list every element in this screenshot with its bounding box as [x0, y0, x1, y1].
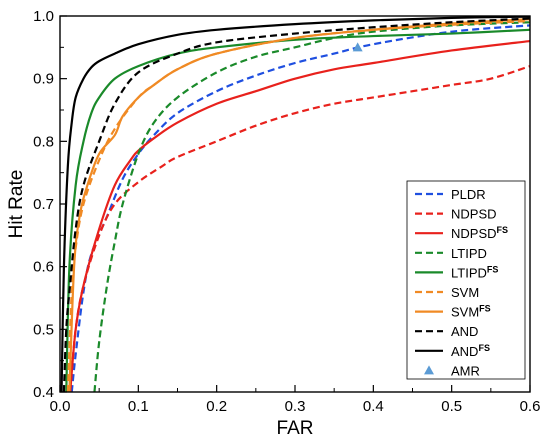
- axis-ticks: [59, 15, 531, 393]
- legend-label-base: AND: [451, 344, 478, 359]
- series-line-and: [62, 17, 530, 392]
- series-line-ndpsd-fs: [69, 39, 530, 392]
- legend-label-base: AND: [451, 324, 478, 339]
- legend-entry: NDPSD: [415, 207, 497, 222]
- legend-label: SVM: [451, 285, 479, 300]
- legend-label-sup: FS: [497, 225, 509, 235]
- legend-label: PLDR: [451, 187, 486, 202]
- legend-label-sup: FS: [487, 264, 499, 274]
- y-tick-label: 0.6: [33, 259, 54, 276]
- plot-lines: [60, 16, 530, 392]
- y-tick-label: 0.9: [33, 71, 54, 88]
- legend-label-base: NDPSD: [451, 226, 497, 241]
- legend-entry: NDPSDFS: [415, 225, 508, 241]
- y-tick-label: 1.0: [33, 8, 54, 25]
- x-tick-label: 0.5: [441, 398, 462, 415]
- legend-label-sup: FS: [478, 343, 490, 353]
- x-tick-label: 0.2: [206, 398, 227, 415]
- legend-entry: LTIPDFS: [415, 264, 498, 280]
- legend-entry: AND: [415, 324, 478, 339]
- y-axis-title: Hit Rate: [6, 170, 27, 239]
- legend-entry: LTIPD: [415, 246, 487, 261]
- legend-entry: SVMFS: [415, 304, 491, 320]
- legend: PLDRNDPSDNDPSDFSLTIPDLTIPDFSSVMSVMFSANDA…: [406, 180, 526, 380]
- x-tick-label: 0.0: [50, 398, 71, 415]
- legend-entry: AMR: [424, 363, 480, 378]
- x-tick-label: 0.1: [128, 398, 149, 415]
- y-tick-label: 0.5: [33, 321, 54, 338]
- legend-label: ANDFS: [451, 343, 490, 359]
- x-tick-label: 0.6: [520, 398, 541, 415]
- x-axis-title: FAR: [277, 418, 314, 439]
- legend-label-base: PLDR: [451, 187, 486, 202]
- legend-label-base: NDPSD: [451, 207, 497, 222]
- legend-swatch: [424, 365, 434, 375]
- legend-label: AMR: [451, 363, 480, 378]
- legend-entry: SVM: [415, 285, 479, 300]
- series-line-ndpsd: [69, 65, 530, 392]
- legend-entry: ANDFS: [415, 343, 490, 359]
- legend-label: SVMFS: [451, 304, 491, 320]
- legend-label-base: SVM: [451, 285, 479, 300]
- y-tick-label: 0.7: [33, 196, 54, 213]
- series-line-ltipd: [93, 21, 530, 392]
- series-line-ltipd-fs: [65, 28, 530, 392]
- tick-labels: 0.0 0.1 0.2 0.3 0.4 0.5 0.6 0.4 0.5 0.6 0.7 0.8 0.9 1…: [33, 8, 540, 415]
- legend-label: LTIPDFS: [451, 264, 498, 280]
- legend-label: NDPSDFS: [451, 225, 508, 241]
- legend-label-sup: FS: [479, 304, 491, 314]
- legend-label-base: LTIPD: [451, 265, 487, 280]
- legend-label: LTIPD: [451, 246, 487, 261]
- x-tick-label: 0.3: [285, 398, 306, 415]
- series-line-svm-fs: [68, 18, 530, 392]
- legend-label-base: LTIPD: [451, 246, 487, 261]
- marker-amr: [352, 42, 363, 52]
- series-line-and-fs: [60, 16, 530, 392]
- y-tick-label: 0.8: [33, 133, 54, 150]
- legend-label: AND: [451, 324, 478, 339]
- y-tick-label: 0.4: [33, 384, 54, 401]
- x-tick-label: 0.4: [363, 398, 384, 415]
- legend-entry: PLDR: [415, 187, 486, 202]
- legend-label-base: SVM: [451, 305, 479, 320]
- legend-label: NDPSD: [451, 207, 497, 222]
